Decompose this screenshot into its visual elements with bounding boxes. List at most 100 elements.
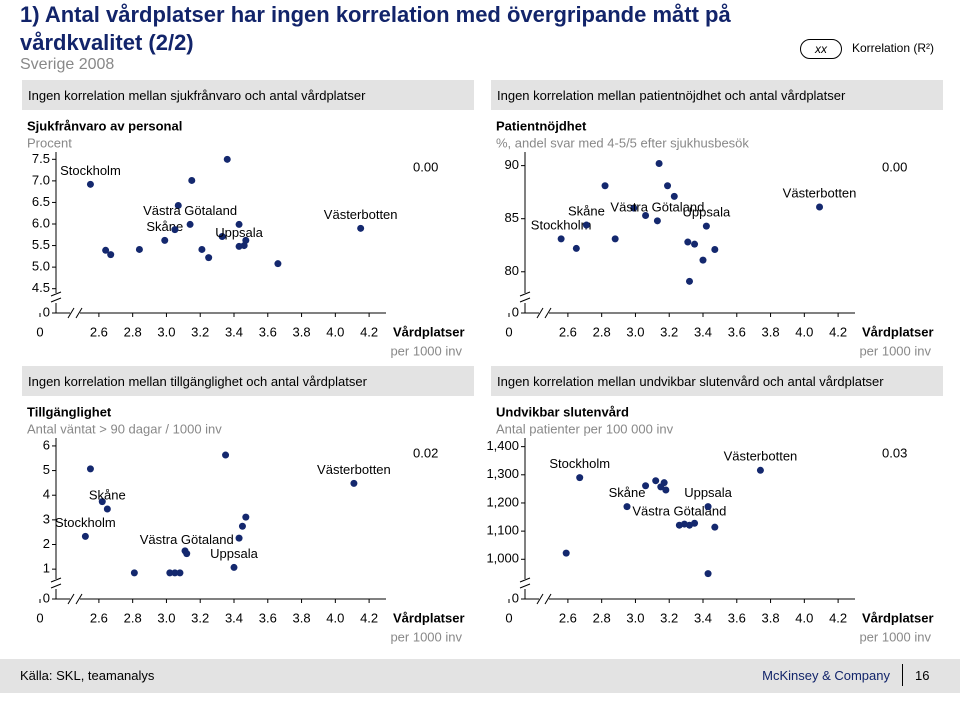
- point: [205, 254, 213, 262]
- x-tick-label: 4.0: [795, 610, 813, 625]
- y-tick-label: 5: [43, 462, 50, 477]
- y-label: Undvikbar slutenvård: [496, 404, 629, 419]
- y-tick-label: 0: [512, 590, 519, 605]
- axis-break: [67, 593, 75, 605]
- point: [135, 245, 143, 253]
- x-tick-label: 2.8: [593, 324, 611, 339]
- x-tick-label: 0: [36, 324, 43, 339]
- point: [684, 238, 692, 246]
- y-tick-label: 6.5: [32, 194, 50, 209]
- x-tick-label: 4.2: [829, 610, 847, 625]
- axis-break: [50, 577, 62, 583]
- point: [102, 246, 110, 254]
- point-label: Västerbotten: [724, 449, 798, 464]
- annotation: 0.02: [413, 445, 438, 460]
- point: [702, 222, 710, 230]
- y-sublabel: Antal patienter per 100 000 inv: [496, 421, 674, 436]
- x-tick-label: 3.2: [191, 610, 209, 625]
- y-tick-label: 0: [43, 590, 50, 605]
- axis-break: [67, 307, 75, 319]
- point: [572, 244, 580, 252]
- x-tick-label: 3.8: [293, 610, 311, 625]
- point: [816, 203, 824, 211]
- point: [642, 212, 650, 220]
- subtitle: Sverige 2008: [20, 56, 115, 73]
- x-tick-label: 3.0: [157, 324, 175, 339]
- point-label: Stockholm: [60, 163, 121, 178]
- point: [176, 569, 184, 577]
- x-tick-label: 3.4: [225, 610, 243, 625]
- point-label: Stockholm: [55, 515, 116, 530]
- point: [230, 563, 238, 571]
- x-label: Vårdplatser: [393, 324, 465, 339]
- x-tick-label: 4.2: [360, 610, 378, 625]
- axis-break: [519, 297, 531, 303]
- point: [691, 519, 699, 527]
- point: [711, 245, 719, 253]
- x-tick-label: 3.8: [762, 610, 780, 625]
- x-tick-label: 3.6: [259, 610, 277, 625]
- panel-title: Ingen korrelation mellan tillgänglighet …: [22, 366, 474, 396]
- y-tick-label: 1,100: [486, 523, 519, 538]
- point: [562, 549, 570, 557]
- x-label: Vårdplatser: [862, 324, 934, 339]
- panel-title: Ingen korrelation mellan sjukfrånvaro oc…: [22, 80, 474, 110]
- axis-break: [519, 583, 531, 589]
- point: [161, 236, 169, 244]
- point: [274, 260, 282, 268]
- x-tick-label: 2.8: [124, 610, 142, 625]
- point-label: Stockholm: [531, 217, 592, 232]
- point: [685, 277, 693, 285]
- point: [81, 532, 89, 540]
- point: [218, 233, 226, 241]
- point-label: Västra Götaland: [610, 199, 704, 214]
- point: [222, 451, 230, 459]
- x-tick-label: 3.2: [660, 324, 678, 339]
- point: [235, 220, 243, 228]
- x-sublabel: per 1000 inv: [859, 629, 931, 644]
- x-tick-label: 3.4: [225, 324, 243, 339]
- legend-symbol: xx: [800, 39, 842, 59]
- axis-break: [519, 577, 531, 583]
- point: [174, 201, 182, 209]
- point: [557, 235, 565, 243]
- point: [238, 522, 246, 530]
- y-tick-label: 7.0: [32, 172, 50, 187]
- point: [357, 224, 365, 232]
- x-tick-label: 3.4: [694, 610, 712, 625]
- point: [601, 182, 609, 190]
- axis-break: [50, 583, 62, 589]
- y-tick-label: 6.0: [32, 215, 50, 230]
- x-tick-label: 4.0: [326, 610, 344, 625]
- point: [630, 204, 638, 212]
- point: [652, 477, 660, 485]
- point-label: Uppsala: [684, 485, 732, 500]
- y-tick-label: 0: [512, 304, 519, 319]
- axis-break: [519, 291, 531, 297]
- x-label: Vårdplatser: [393, 610, 465, 625]
- point: [711, 523, 719, 531]
- point-label: Västra Götaland: [143, 203, 237, 218]
- y-tick-label: 90: [505, 157, 519, 172]
- x-sublabel: per 1000 inv: [390, 343, 462, 358]
- point: [660, 479, 668, 487]
- x-tick-label: 4.0: [795, 324, 813, 339]
- axis-break: [75, 307, 83, 319]
- point: [699, 256, 707, 264]
- y-tick-label: 5.0: [32, 259, 50, 274]
- y-tick-label: 1,200: [486, 494, 519, 509]
- x-tick-label: 3.8: [762, 324, 780, 339]
- title-line: 1) Antal vårdplatser har ingen korrelati…: [20, 2, 731, 27]
- x-tick-label: 3.2: [660, 610, 678, 625]
- point: [130, 569, 138, 577]
- point: [242, 513, 250, 521]
- point-label: Stockholm: [549, 456, 610, 471]
- x-tick-label: 3.2: [191, 324, 209, 339]
- point: [664, 182, 672, 190]
- footer-bar: [0, 659, 960, 693]
- company: McKinsey & Company: [762, 668, 890, 683]
- point: [223, 155, 231, 163]
- point: [655, 159, 663, 167]
- x-tick-label: 4.2: [360, 324, 378, 339]
